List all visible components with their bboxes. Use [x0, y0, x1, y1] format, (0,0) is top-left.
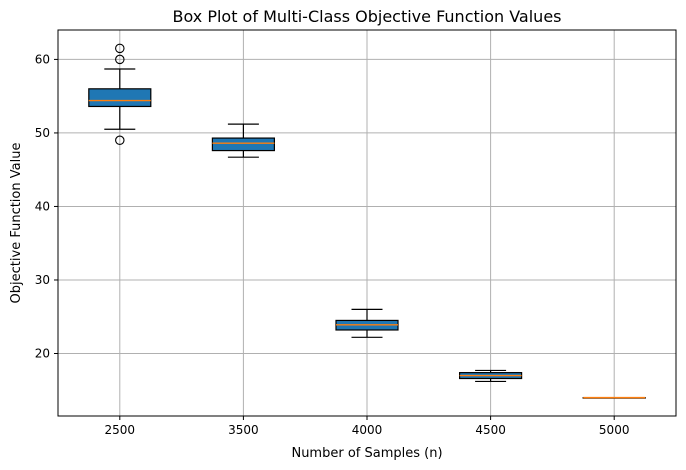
iqr-box	[211, 137, 275, 152]
outlier-point	[115, 43, 125, 54]
outlier-point	[115, 54, 125, 65]
axis-ticks: 2500 3500 4000 4500 5000 20 30 40 50 60	[35, 52, 630, 437]
box-series	[88, 43, 646, 399]
y-tick-label: 60	[35, 52, 50, 66]
box-4000	[335, 308, 399, 338]
x-tick-label: 2500	[105, 423, 136, 437]
y-tick-label: 20	[35, 347, 50, 361]
y-axis-label: Objective Function Value	[9, 143, 24, 304]
x-axis-label: Number of Samples (n)	[291, 446, 442, 461]
outlier-point	[115, 135, 125, 146]
x-tick-label: 4500	[475, 423, 506, 437]
x-tick-label: 3500	[228, 423, 259, 437]
box-4500	[459, 369, 523, 383]
iqr-box	[88, 88, 152, 108]
y-tick-label: 50	[35, 126, 50, 140]
x-tick-label: 4000	[352, 423, 383, 437]
box-3500	[211, 123, 275, 158]
box-5000	[582, 396, 646, 399]
box-2500	[88, 43, 152, 146]
x-tick-label: 5000	[599, 423, 630, 437]
grid-lines	[58, 30, 676, 416]
chart-title: Box Plot of Multi-Class Objective Functi…	[172, 7, 561, 26]
y-tick-label: 40	[35, 199, 50, 213]
y-tick-label: 30	[35, 273, 50, 287]
